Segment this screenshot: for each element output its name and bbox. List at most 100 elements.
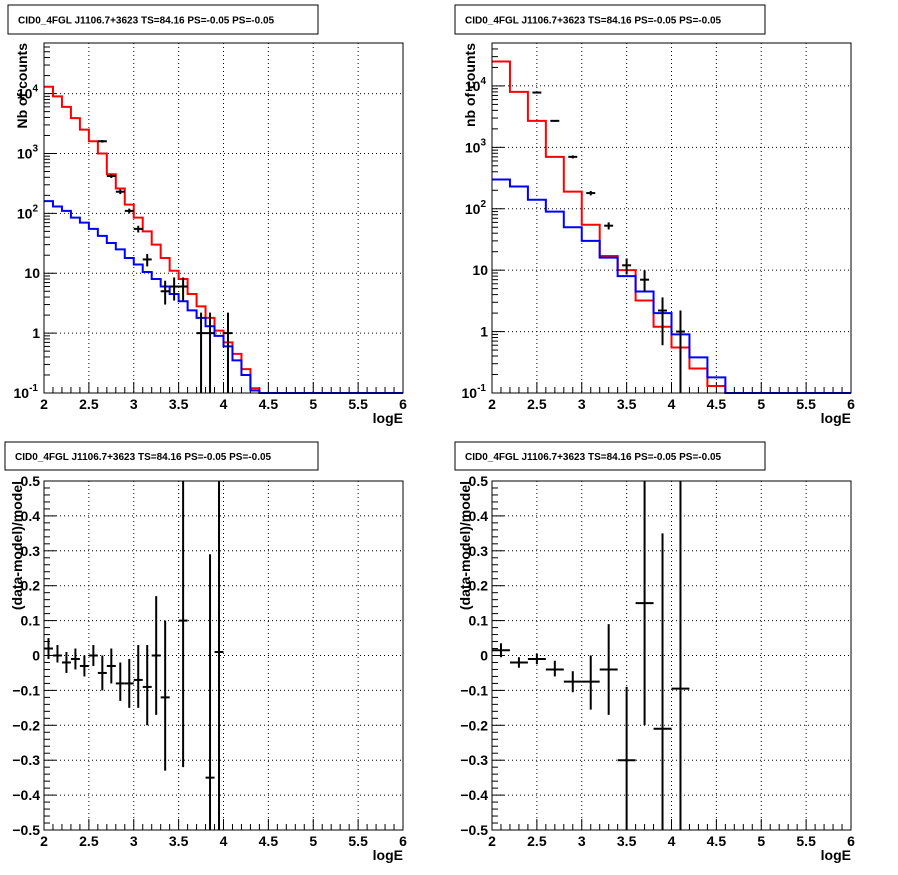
data-point bbox=[178, 277, 188, 301]
y-axis-title: (data-model)/model bbox=[457, 481, 473, 610]
y-tick-label: 0.3 bbox=[469, 543, 489, 559]
plot-frame bbox=[43, 42, 404, 394]
data-point bbox=[658, 297, 668, 346]
data-point bbox=[653, 533, 672, 830]
data-point bbox=[44, 638, 53, 659]
data-point bbox=[124, 658, 134, 708]
data-point bbox=[142, 645, 152, 726]
data-point bbox=[214, 481, 224, 830]
y-tick-label: −0.2 bbox=[460, 717, 488, 733]
chart-title: CID0_4FGL J1106.7+3623 TS=84.16 PS=-0.05… bbox=[18, 16, 275, 27]
x-tick-label: 5.5 bbox=[796, 833, 816, 849]
data-point bbox=[622, 258, 632, 275]
y-tick-label: 1 bbox=[480, 324, 488, 340]
x-tick-label: 3 bbox=[130, 396, 138, 412]
data-point bbox=[115, 189, 125, 195]
x-tick-label: 3 bbox=[130, 833, 138, 849]
x-tick-label: 6 bbox=[399, 396, 407, 412]
panel-top-left: CID0_4FGL J1106.7+3623 TS=84.16 PS=-0.05… bbox=[7, 4, 407, 426]
y-tick-label: 10 bbox=[472, 262, 488, 278]
x-axis-title: logE bbox=[821, 410, 851, 426]
x-tick-label: 4.5 bbox=[707, 833, 727, 849]
x-tick-label: 3.5 bbox=[169, 833, 189, 849]
y-axis-title: (data-model)/model bbox=[9, 481, 25, 610]
data-point bbox=[70, 648, 80, 670]
data-point bbox=[160, 620, 170, 771]
data-point bbox=[88, 645, 98, 666]
y-tick-label: −0.5 bbox=[460, 822, 488, 838]
y-tick-label: 0 bbox=[32, 648, 40, 664]
x-tick-label: 2.5 bbox=[527, 396, 547, 412]
y-tick-label: 0.5 bbox=[469, 473, 489, 489]
y-tick-label: 0.2 bbox=[21, 578, 41, 594]
x-tick-label: 6 bbox=[847, 833, 855, 849]
data-point bbox=[640, 270, 650, 292]
data-point bbox=[97, 139, 107, 143]
y-tick-label: 0.5 bbox=[21, 473, 41, 489]
data-point bbox=[169, 277, 179, 301]
y-tick-label: 10 bbox=[24, 265, 40, 281]
x-tick-label: 2 bbox=[488, 833, 496, 849]
y-tick-label: 0.1 bbox=[21, 613, 41, 629]
title-box bbox=[454, 441, 766, 471]
x-axis-title: logE bbox=[373, 410, 403, 426]
data-point bbox=[568, 155, 578, 159]
x-tick-label: 3.5 bbox=[617, 396, 637, 412]
data-point bbox=[205, 312, 215, 393]
y-tick-label: −0.3 bbox=[12, 752, 40, 768]
data-point bbox=[142, 253, 152, 267]
panel-bottom-left: CID0_4FGL J1106.7+3623 TS=84.16 PS=-0.05… bbox=[4, 441, 407, 863]
data-point bbox=[61, 652, 71, 673]
y-tick-label: −0.4 bbox=[12, 787, 40, 803]
x-tick-label: 5 bbox=[309, 833, 317, 849]
data-point bbox=[106, 648, 116, 684]
data-point bbox=[52, 645, 62, 663]
data-point bbox=[563, 671, 582, 693]
y-tick-label: 10-1 bbox=[14, 383, 39, 401]
y-axis-title: nb of counts bbox=[462, 43, 478, 127]
title-box bbox=[7, 4, 319, 35]
x-tick-label: 3 bbox=[578, 833, 586, 849]
x-axis-title: logE bbox=[821, 847, 851, 863]
chart-title: CID0_4FGL J1106.7+3623 TS=84.16 PS=-0.05… bbox=[465, 16, 722, 27]
data-point bbox=[115, 662, 125, 701]
x-tick-label: 5 bbox=[309, 396, 317, 412]
data-point bbox=[675, 310, 685, 393]
x-tick-label: 4 bbox=[220, 833, 228, 849]
x-tick-label: 5.5 bbox=[348, 396, 368, 412]
y-tick-label: 104 bbox=[465, 76, 487, 94]
data-point bbox=[617, 686, 636, 830]
x-tick-label: 5 bbox=[757, 833, 765, 849]
data-point bbox=[196, 312, 206, 393]
series-line bbox=[44, 200, 403, 394]
data-point bbox=[106, 174, 116, 178]
x-tick-label: 6 bbox=[847, 396, 855, 412]
x-tick-label: 4.5 bbox=[259, 833, 279, 849]
y-tick-label: −0.1 bbox=[12, 682, 40, 698]
y-tick-label: 0.4 bbox=[469, 508, 489, 524]
y-tick-label: 0.1 bbox=[469, 613, 489, 629]
y-tick-label: 102 bbox=[17, 203, 39, 221]
data-point bbox=[532, 91, 542, 94]
x-axis-title: logE bbox=[373, 847, 403, 863]
title-box bbox=[454, 4, 766, 35]
x-tick-label: 6 bbox=[399, 833, 407, 849]
x-tick-label: 3.5 bbox=[617, 833, 637, 849]
data-point bbox=[527, 653, 546, 665]
x-tick-label: 4 bbox=[220, 396, 228, 412]
chart-title: CID0_4FGL J1106.7+3623 TS=84.16 PS=-0.05… bbox=[465, 452, 722, 463]
panel-bottom-right: CID0_4FGL J1106.7+3623 TS=84.16 PS=-0.05… bbox=[454, 441, 855, 863]
y-tick-label: −0.1 bbox=[460, 682, 488, 698]
data-point bbox=[492, 643, 510, 658]
y-tick-label: −0.5 bbox=[12, 822, 40, 838]
y-tick-label: −0.2 bbox=[12, 717, 40, 733]
plot-frame bbox=[491, 480, 852, 831]
data-point bbox=[151, 596, 161, 715]
data-point bbox=[599, 624, 618, 715]
data-point bbox=[509, 657, 528, 668]
data-point bbox=[133, 225, 143, 233]
x-tick-label: 3.5 bbox=[169, 396, 189, 412]
y-tick-label: 103 bbox=[17, 143, 39, 161]
data-point bbox=[97, 655, 107, 691]
y-tick-label: 0 bbox=[480, 648, 488, 664]
